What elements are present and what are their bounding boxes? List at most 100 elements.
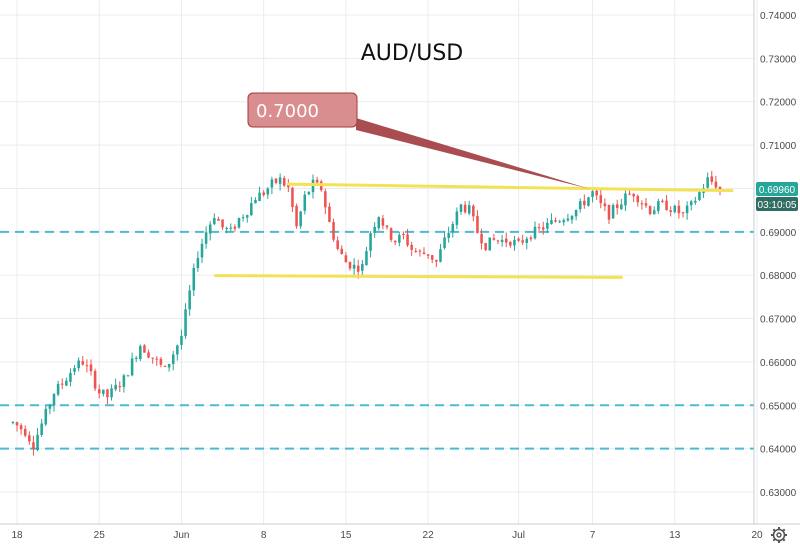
candle-body — [147, 352, 150, 358]
candle-body — [669, 210, 672, 212]
candle-body — [628, 193, 631, 195]
gear-icon-teeth — [771, 527, 787, 543]
x-tick-label: 20 — [751, 530, 763, 541]
candle-body — [381, 218, 385, 226]
candle-body — [385, 225, 389, 228]
candle-body — [685, 205, 689, 214]
settings-button[interactable] — [771, 527, 787, 543]
candle-body — [48, 404, 52, 409]
candle-body — [110, 388, 113, 398]
candle-body — [574, 210, 578, 217]
candle-body — [163, 365, 167, 367]
candle-body — [204, 232, 208, 244]
candle-body — [665, 200, 668, 211]
candle-body — [221, 219, 224, 228]
candle-body — [393, 240, 397, 243]
candle-body — [122, 375, 126, 387]
chart-title: AUD/USD — [361, 41, 464, 66]
candle-body — [208, 224, 212, 234]
price-badges: 0.69960 03:10:05 — [756, 182, 798, 211]
y-tick-label: 0.71000 — [760, 141, 797, 152]
candle-body — [52, 393, 56, 406]
candle-body — [28, 435, 31, 442]
candle-body — [681, 212, 685, 214]
x-tick-label: 13 — [669, 530, 681, 541]
candle-body — [340, 248, 344, 254]
candle-body — [689, 201, 693, 206]
candle-body — [85, 365, 89, 367]
candle-body — [171, 354, 175, 365]
candle-body — [504, 238, 508, 243]
candle-body — [389, 228, 393, 240]
candle-body — [262, 192, 265, 196]
y-tick-label: 0.64000 — [760, 445, 797, 456]
candle-body — [603, 203, 607, 207]
gear-icon-hub — [776, 532, 782, 538]
candle-body — [328, 206, 331, 222]
candle-body — [213, 218, 216, 225]
candle-body — [714, 181, 718, 188]
callout-box — [247, 92, 358, 128]
candle-body — [373, 226, 376, 233]
candle-body — [484, 242, 487, 250]
candle-body — [451, 224, 455, 233]
candle-body — [270, 179, 274, 188]
candle-body — [439, 249, 442, 262]
candle-body — [106, 389, 109, 398]
candle-body — [402, 234, 405, 236]
candle-body — [184, 309, 187, 337]
candle-body — [102, 389, 105, 394]
y-tick-label: 0.72000 — [760, 98, 797, 109]
candle-body — [266, 188, 270, 195]
candle-body — [706, 177, 709, 188]
candle-body — [398, 235, 401, 243]
candle-body — [414, 250, 418, 252]
x-tick-label: 15 — [340, 530, 352, 541]
candle-body — [430, 255, 434, 260]
candle-body — [139, 346, 142, 360]
candle-body — [143, 345, 146, 353]
candle-body — [295, 205, 298, 227]
candle-body — [480, 233, 483, 244]
candle-body — [369, 233, 372, 251]
candle-body — [599, 195, 603, 204]
candle-body — [636, 195, 640, 203]
candle-body — [472, 205, 475, 217]
candle-body — [196, 257, 200, 269]
price-callout: 0.7000 — [247, 92, 590, 189]
candle-body — [176, 345, 179, 355]
y-tick-label: 0.66000 — [760, 358, 797, 369]
candle-body — [718, 186, 722, 190]
countdown-label: 03:10:05 — [758, 200, 797, 211]
candle-body — [134, 357, 138, 359]
candle-body — [566, 218, 570, 221]
candle-body — [500, 239, 504, 242]
candle-body — [644, 203, 648, 206]
candle-body — [661, 200, 664, 202]
candle-body — [348, 261, 352, 269]
candle-body — [97, 389, 101, 394]
candle-body — [332, 222, 335, 240]
candle-body — [463, 204, 467, 213]
candle-body — [303, 194, 307, 211]
candle-body — [60, 383, 64, 385]
x-tick-label: Jul — [512, 530, 525, 541]
candle-body — [554, 220, 557, 222]
candle-body — [155, 358, 159, 360]
candle-body — [11, 421, 15, 423]
last-price-label: 0.69960 — [759, 185, 796, 196]
candle-body — [583, 200, 586, 206]
candle-body — [496, 240, 500, 242]
candle-body — [578, 201, 582, 210]
candle-body — [93, 371, 97, 389]
candle-body — [73, 368, 76, 372]
candle-body — [336, 240, 339, 249]
candle-body — [15, 422, 19, 426]
candle-body — [151, 357, 154, 359]
candle-body — [546, 222, 549, 229]
candle-body — [40, 423, 43, 435]
candle-body — [591, 191, 594, 197]
x-tick-label: 8 — [261, 530, 267, 541]
candle-body — [89, 364, 93, 372]
candle-body — [467, 205, 471, 214]
